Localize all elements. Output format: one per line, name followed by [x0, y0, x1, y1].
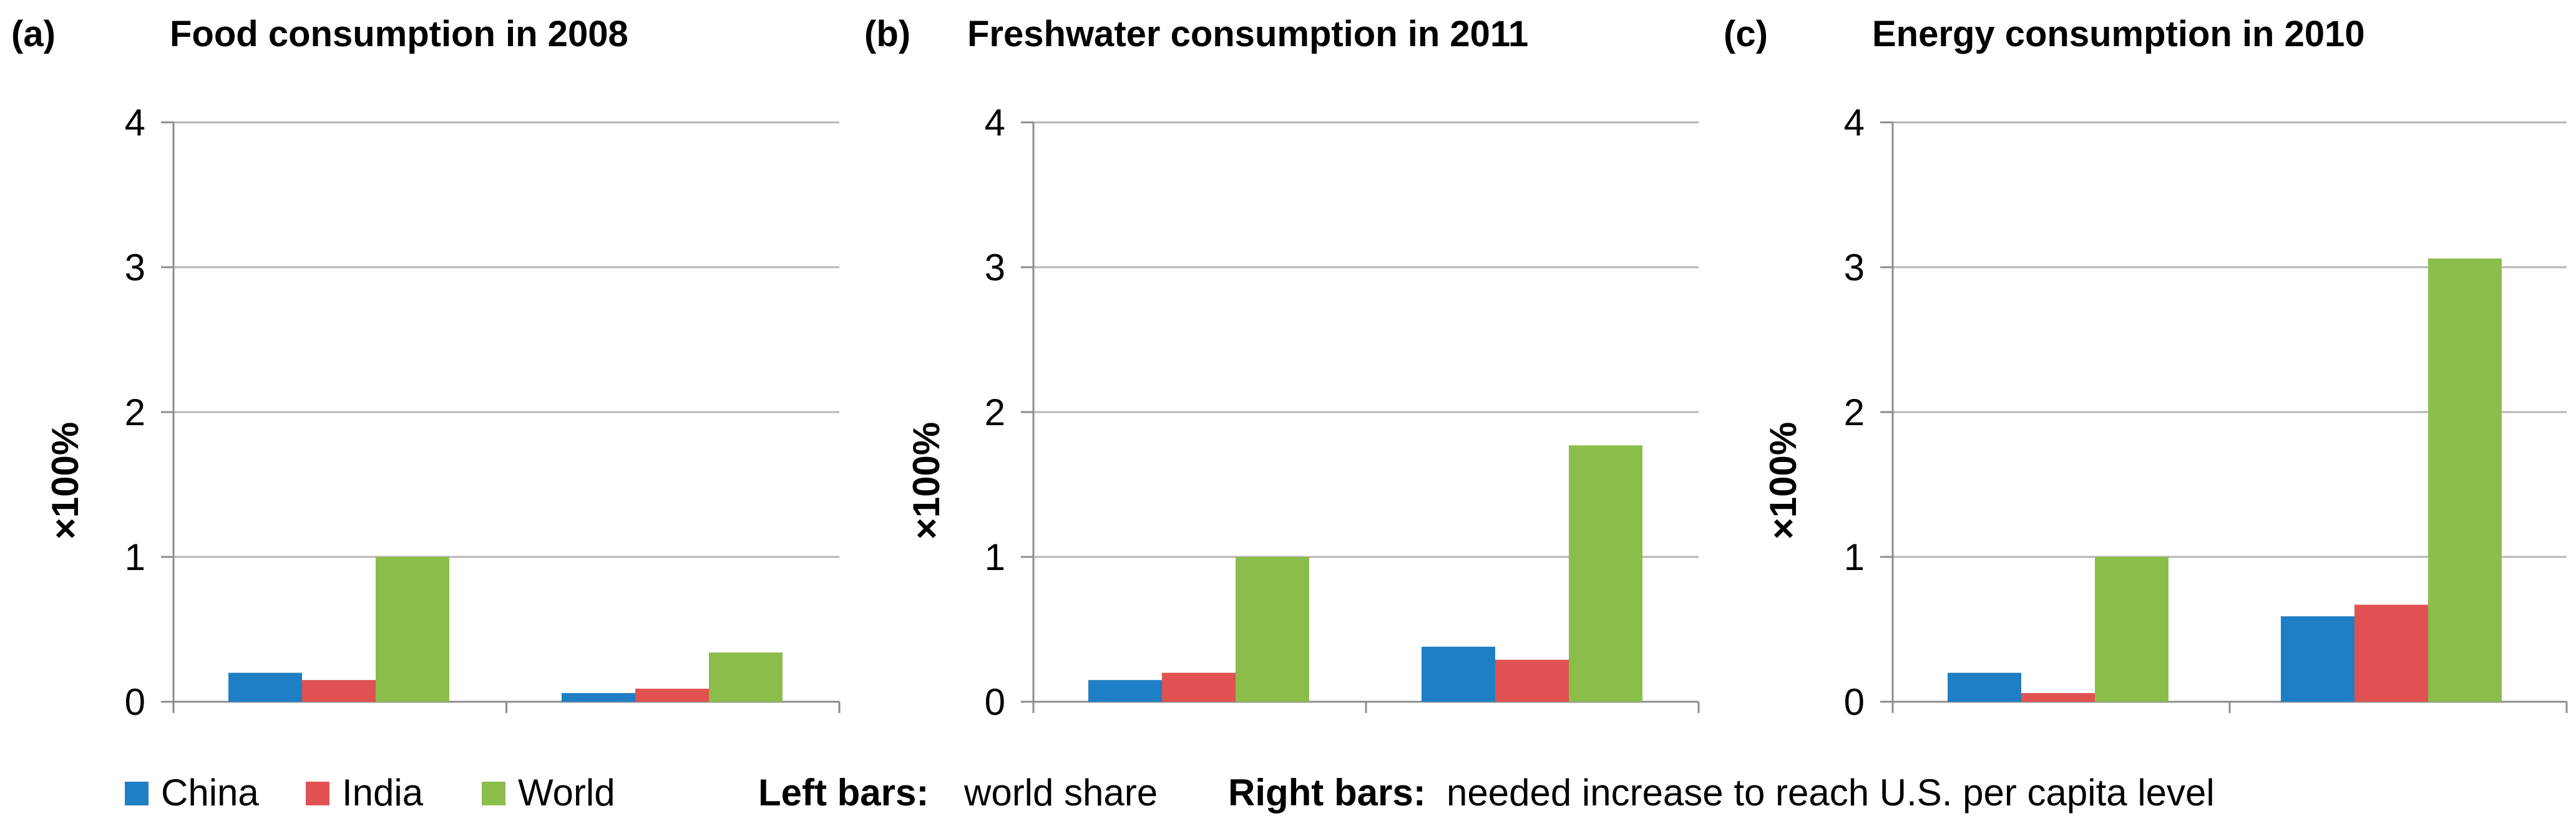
chart-title: Freshwater consumption in 2011	[967, 14, 1528, 54]
y-axis-label: ×100%	[1762, 422, 1804, 540]
bar-world-needed-increase	[709, 652, 783, 702]
bar-india-world-share	[2021, 693, 2095, 702]
y-tick-label: 1	[1844, 536, 1865, 578]
bar-world-needed-increase	[1569, 445, 1642, 702]
note-left-label: Left bars:	[758, 772, 929, 814]
y-tick-label: 4	[1844, 102, 1865, 144]
y-axis-label: ×100%	[905, 422, 947, 540]
chart-panels: (a) Food consumption in 200801234×100%(b)…	[11, 14, 2568, 723]
bar-world-world-share	[2095, 557, 2169, 702]
bar-china-needed-increase	[2281, 616, 2354, 702]
y-tick-label: 2	[1844, 391, 1865, 433]
panel-letter: (b)	[864, 14, 910, 54]
y-tick-label: 2	[985, 391, 1005, 433]
note-left-text: world share	[964, 772, 1158, 814]
bar-china-world-share	[228, 672, 302, 702]
chart-title: Energy consumption in 2010	[1872, 14, 2365, 54]
bar-world-needed-increase	[2428, 258, 2502, 702]
bar-china-world-share	[1088, 680, 1162, 702]
bar-world-world-share	[376, 557, 449, 702]
chart-panel-1: (a) Food consumption in 2008 0 1 2 3 4 ×100%	[11, 14, 841, 723]
y-tick-label: 0	[985, 681, 1005, 723]
y-tick-label: 1	[985, 536, 1005, 578]
bar-china-world-share	[1948, 672, 2021, 702]
bar-india-world-share	[302, 680, 376, 702]
note-right-label: Right bars:	[1228, 772, 1426, 814]
note-right-text: needed increase to reach U.S. per capita…	[1447, 772, 2215, 814]
panel-letter: (c)	[1724, 14, 1768, 54]
bar-china-needed-increase	[562, 693, 635, 702]
y-tick-label: 0	[1844, 681, 1865, 723]
legend-swatch-world	[482, 782, 505, 805]
chart-panel-3: (c) Energy consumption in 2010 0 1 2 3 4 ×100%	[1724, 14, 2568, 723]
y-tick-label: 3	[985, 247, 1005, 288]
chart-panel-2: (b) Freshwater consumption in 2011 0 1 2 3 4 ×1…	[864, 14, 1700, 723]
bar-explanation-note: Left bars: world share Right bars: neede…	[758, 772, 2215, 814]
legend: China India World	[125, 772, 615, 814]
legend-label-india: India	[342, 772, 424, 814]
legend-swatch-india	[306, 782, 329, 805]
panel-letter: (a)	[11, 14, 56, 54]
legend-label-china: China	[161, 772, 259, 814]
bar-india-world-share	[1162, 672, 1236, 702]
bar-china-needed-increase	[1422, 646, 1495, 702]
y-axis-label: ×100%	[44, 422, 86, 540]
y-tick-label: 3	[1844, 247, 1865, 288]
y-tick-label: 0	[125, 681, 145, 723]
y-tick-label: 2	[125, 391, 145, 433]
legend-label-world: World	[518, 772, 615, 814]
bar-india-needed-increase	[2354, 604, 2428, 702]
chart-title: Food consumption in 2008	[170, 14, 628, 54]
y-tick-label: 3	[125, 247, 145, 288]
y-tick-label: 1	[125, 536, 145, 578]
legend-swatch-china	[125, 782, 149, 805]
y-tick-label: 4	[985, 102, 1005, 144]
y-tick-label: 4	[125, 102, 145, 144]
bar-world-world-share	[1236, 557, 1309, 702]
bar-india-needed-increase	[635, 689, 709, 702]
bar-india-needed-increase	[1495, 659, 1569, 702]
